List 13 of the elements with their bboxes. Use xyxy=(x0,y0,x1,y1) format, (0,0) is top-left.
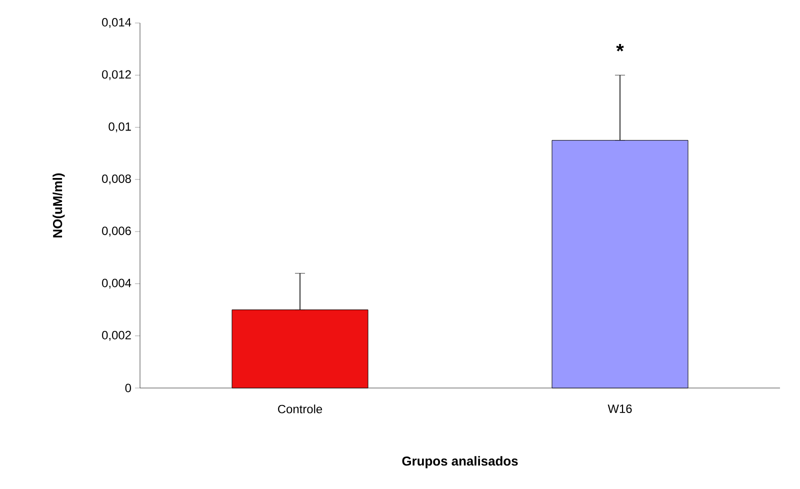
y-tick-label: 0,006 xyxy=(102,226,131,237)
y-tick-label: 0,012 xyxy=(102,70,131,80)
y-tick-label: 0,002 xyxy=(102,330,131,341)
y-tick-label: 0 xyxy=(125,384,132,392)
y-tick-label: 0,01 xyxy=(108,122,131,132)
x-tick-label: Controle xyxy=(278,404,322,414)
y-tick-label: 0,014 xyxy=(102,18,132,28)
annotation: * xyxy=(616,44,624,52)
y-tick-label: 0,004 xyxy=(102,278,132,289)
y-tick-label: 0,008 xyxy=(102,174,131,184)
x-axis-title: Grupos analisados xyxy=(402,456,518,468)
y-axis-title: NO(uM/ml) xyxy=(52,173,65,238)
x-tick-label: W16 xyxy=(608,404,632,413)
